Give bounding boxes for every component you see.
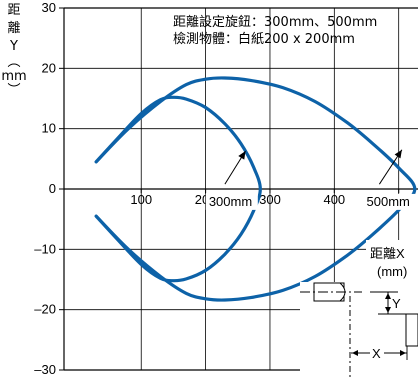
target-object-icon	[405, 313, 418, 347]
y-tick-label: 20	[42, 60, 56, 75]
axes	[59, 7, 418, 371]
y-axis-label-char: 距	[7, 3, 20, 18]
x-label-backdrop	[366, 240, 418, 282]
y-tick-label: 10	[42, 121, 56, 136]
detection-curves	[94, 76, 417, 302]
x-dim-arrow-right-icon	[400, 350, 406, 356]
annotation-label: 300mm	[209, 194, 252, 209]
y-tick-label: –30	[34, 362, 56, 377]
x-tick-label: 100	[130, 192, 152, 207]
y-axis-label-char: ︵	[7, 55, 20, 70]
annotations: 300mm 500mm	[205, 149, 416, 210]
note-line-2: 檢測物體：白紙200 x 200mm	[173, 31, 355, 47]
y-dim-label: Y	[392, 296, 401, 311]
y-tick-label: 30	[42, 0, 56, 15]
y-axis-label-char: 離	[7, 21, 20, 36]
x-axis-label-line-2: (mm)	[377, 264, 407, 279]
annotation-backdrop	[205, 193, 258, 210]
setup-diagram: Y X	[300, 282, 418, 378]
series-line-500mm	[94, 76, 417, 302]
y-dim-arrow-top-icon	[385, 293, 391, 299]
annotation-arrow-head-icon	[394, 149, 402, 159]
x-tick-label: 400	[323, 192, 345, 207]
x-tick-label: 300	[259, 192, 281, 207]
note-line-1: 距離設定旋鈕：300mm、500mm	[173, 14, 377, 30]
y-axis-label-char: Y	[9, 39, 18, 54]
y-axis-label: 距離Y︵mm︶	[1, 3, 26, 98]
annotation-backdrop	[363, 193, 416, 210]
x-dim-label-backdrop	[370, 346, 384, 360]
annotation-label: 500mm	[367, 194, 410, 209]
y-axis-label-char: mm	[1, 69, 26, 84]
y-dim-arrow-bottom-icon	[385, 307, 391, 313]
y-tick-label: –20	[34, 302, 56, 317]
y-axis-label-char: ︶	[7, 83, 20, 98]
y-tick-label: –10	[34, 241, 56, 256]
x-dim-label: X	[372, 346, 381, 361]
x-axis-label-line-1: 距離X	[370, 246, 405, 261]
annotation-arrow-head-icon	[238, 150, 246, 160]
x-dim-arrow-left-icon	[352, 350, 358, 356]
y-tick-label: 0	[49, 181, 56, 196]
